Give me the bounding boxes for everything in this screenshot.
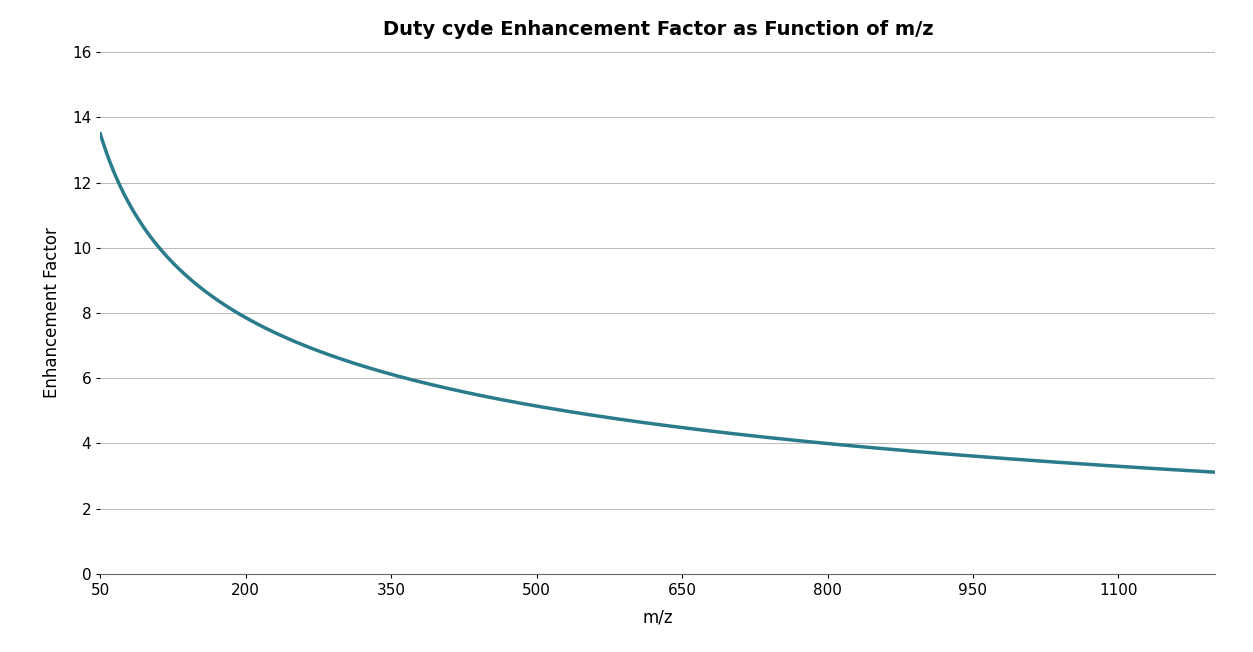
- Y-axis label: Enhancement Factor: Enhancement Factor: [43, 228, 60, 398]
- X-axis label: m/z: m/z: [643, 609, 673, 627]
- Title: Duty cyde Enhancement Factor as Function of m/z: Duty cyde Enhancement Factor as Function…: [382, 20, 933, 40]
